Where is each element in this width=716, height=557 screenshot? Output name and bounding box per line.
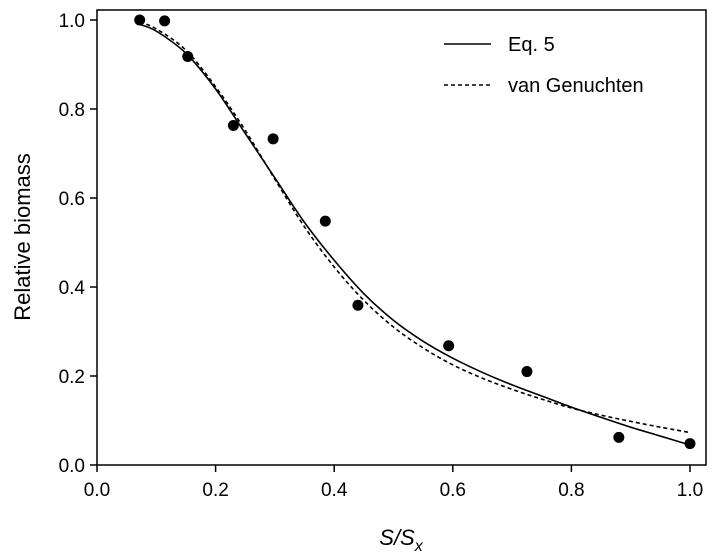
x-tick-label: 1.0 <box>677 480 703 501</box>
data-point <box>613 431 625 443</box>
y-tick-label: 0.8 <box>59 100 85 121</box>
legend-label-van-genuchten: van Genuchten <box>508 75 644 97</box>
data-points <box>134 14 696 450</box>
x-axis-title-subscript: x <box>414 538 424 555</box>
y-tick-label: 0.2 <box>59 367 85 388</box>
data-point <box>684 438 696 450</box>
plot-frame <box>96 9 707 466</box>
y-tick-label: 0.0 <box>59 456 85 477</box>
y-tick-label: 1.0 <box>59 11 85 32</box>
series-line-van-genuchten <box>139 21 691 434</box>
data-point <box>443 340 455 352</box>
legend: Eq. 5 van Genuchten <box>444 34 644 97</box>
data-point <box>352 299 364 311</box>
series-curves <box>139 21 691 446</box>
data-point <box>134 14 146 26</box>
y-axis-ticks: 0.0 0.2 0.4 0.6 0.8 1.0 <box>59 11 97 477</box>
x-tick-label: 0.0 <box>84 480 110 501</box>
y-tick-label: 0.4 <box>59 278 86 299</box>
data-point <box>227 119 239 131</box>
data-point <box>267 133 279 145</box>
x-tick-label: 0.6 <box>440 480 466 501</box>
x-tick-label: 0.8 <box>558 480 584 501</box>
data-point <box>182 50 194 62</box>
x-tick-label: 0.2 <box>202 480 228 501</box>
y-tick-label: 0.6 <box>59 189 85 210</box>
y-axis-title: Relative biomass <box>10 153 35 321</box>
x-tick-label: 0.4 <box>321 480 348 501</box>
legend-label-eq5: Eq. 5 <box>508 34 555 56</box>
data-point <box>521 366 533 378</box>
series-line-eq5 <box>139 23 691 446</box>
data-point <box>319 215 331 227</box>
x-axis-ticks: 0.0 0.2 0.4 0.6 0.8 1.0 <box>84 465 703 501</box>
x-axis-title: S/Sx <box>379 525 423 555</box>
data-point <box>159 15 171 27</box>
